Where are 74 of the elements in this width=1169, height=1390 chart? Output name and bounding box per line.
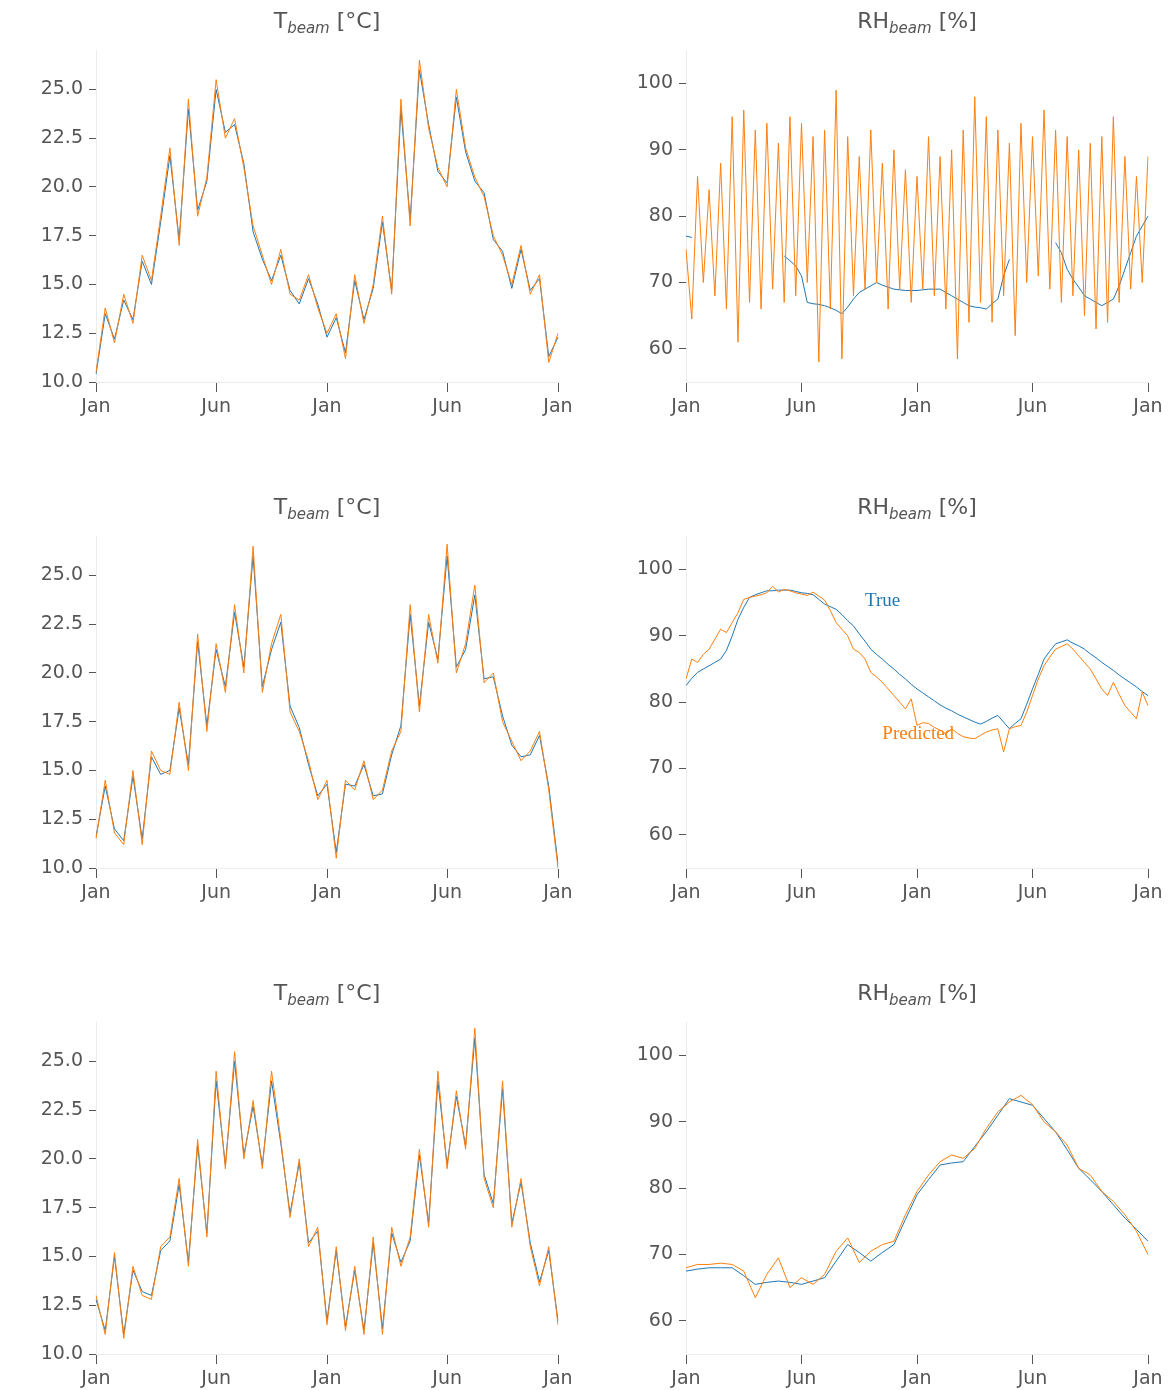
x-tick-label: Jan: [901, 1366, 932, 1389]
y-tick-label: 100: [636, 556, 673, 579]
x-tick-label: Jan: [80, 880, 111, 903]
x-tick-label: Jan: [1132, 1366, 1163, 1389]
y-tick-label: 60: [648, 821, 673, 844]
y-tick-label: 17.5: [40, 222, 83, 245]
y-tick-label: 20.0: [40, 173, 83, 196]
y-tick-label: 22.5: [40, 125, 83, 148]
y-tick-label: 70: [648, 1241, 673, 1264]
x-tick-label: Jun: [431, 394, 462, 417]
y-tick-label: 80: [648, 203, 673, 226]
x-tick-label: Jan: [542, 394, 573, 417]
chart-title: T$_{beam}$ [°C]: [272, 980, 382, 1010]
y-tick-label: 10.0: [40, 1340, 83, 1363]
series-label: True: [865, 589, 901, 611]
x-tick-label: Jan: [670, 394, 701, 417]
y-tick-label: 25.0: [40, 562, 83, 585]
y-tick-label: 15.0: [40, 271, 83, 294]
y-tick-label: 12.5: [40, 320, 83, 343]
x-tick-label: Jun: [785, 880, 817, 903]
y-tick-label: 15.0: [40, 757, 83, 780]
x-tick-label: Jun: [1016, 880, 1048, 903]
x-tick-label: Jan: [542, 880, 573, 903]
y-tick-label: 60: [648, 1307, 673, 1330]
x-tick-label: Jun: [200, 1366, 231, 1389]
y-tick-label: 90: [648, 622, 673, 645]
x-tick-label: Jun: [431, 880, 462, 903]
y-tick-label: 90: [648, 1108, 673, 1131]
y-tick-label: 25.0: [40, 76, 83, 99]
series-label: Predicted: [882, 722, 955, 744]
y-tick-label: 20.0: [40, 659, 83, 682]
y-tick-label: 70: [648, 755, 673, 778]
x-tick-label: Jan: [901, 394, 932, 417]
x-tick-label: Jan: [542, 1366, 573, 1389]
y-tick-label: 20.0: [40, 1145, 83, 1168]
x-tick-label: Jan: [80, 1366, 111, 1389]
x-tick-label: Jan: [1132, 394, 1163, 417]
y-tick-label: 10.0: [40, 368, 83, 391]
y-tick-label: 22.5: [40, 1097, 83, 1120]
x-tick-label: Jun: [1016, 1366, 1048, 1389]
y-tick-label: 12.5: [40, 806, 83, 829]
y-tick-label: 90: [648, 136, 673, 159]
y-tick-label: 70: [648, 269, 673, 292]
x-tick-label: Jan: [311, 394, 342, 417]
x-tick-label: Jun: [1016, 394, 1048, 417]
chart-title: T$_{beam}$ [°C]: [272, 494, 382, 524]
x-tick-label: Jun: [200, 394, 231, 417]
x-tick-label: Jan: [1132, 880, 1163, 903]
y-tick-label: 22.5: [40, 611, 83, 634]
x-tick-label: Jan: [670, 880, 701, 903]
x-tick-label: Jan: [80, 394, 111, 417]
y-tick-label: 17.5: [40, 708, 83, 731]
y-tick-label: 17.5: [40, 1194, 83, 1217]
y-tick-label: 12.5: [40, 1292, 83, 1315]
x-tick-label: Jan: [311, 1366, 342, 1389]
x-tick-label: Jun: [785, 394, 817, 417]
y-tick-label: 80: [648, 1175, 673, 1198]
y-tick-label: 10.0: [40, 854, 83, 877]
y-tick-label: 15.0: [40, 1243, 83, 1266]
x-tick-label: Jun: [431, 1366, 462, 1389]
chart-title: RH$_{beam}$ [%]: [856, 980, 978, 1010]
y-tick-label: 60: [648, 335, 673, 358]
y-tick-label: 80: [648, 689, 673, 712]
chart-title: RH$_{beam}$ [%]: [856, 8, 978, 38]
x-tick-label: Jan: [311, 880, 342, 903]
y-tick-label: 100: [636, 1042, 673, 1065]
x-tick-label: Jun: [200, 880, 231, 903]
y-tick-label: 25.0: [40, 1048, 83, 1071]
chart-title: T$_{beam}$ [°C]: [272, 8, 382, 38]
y-tick-label: 100: [636, 70, 673, 93]
x-tick-label: Jan: [670, 1366, 701, 1389]
chart-title: RH$_{beam}$ [%]: [856, 494, 978, 524]
x-tick-label: Jan: [901, 880, 932, 903]
x-tick-label: Jun: [785, 1366, 817, 1389]
